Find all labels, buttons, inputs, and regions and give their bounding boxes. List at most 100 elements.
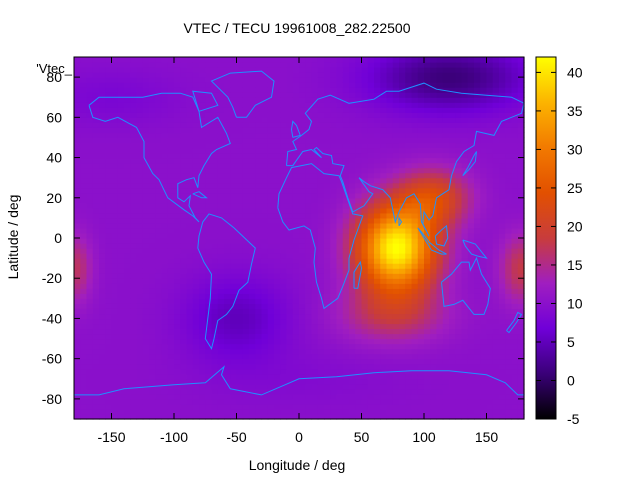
heatmap-cell	[92, 152, 100, 159]
heatmap-cell	[105, 333, 113, 340]
heatmap-cell	[374, 338, 381, 345]
heatmap-cell	[317, 222, 325, 229]
heatmap-cell	[349, 368, 356, 375]
heatmap-cell	[167, 238, 175, 244]
heatmap-cell	[417, 77, 425, 83]
heatmap-cell	[492, 338, 500, 345]
heatmap-cell	[99, 378, 106, 385]
heatmap-cell	[74, 207, 81, 214]
heatmap-cell	[449, 232, 456, 239]
heatmap-cell	[367, 283, 375, 289]
heatmap-cell	[486, 217, 494, 224]
heatmap-cell	[186, 408, 194, 415]
heatmap-cell	[286, 413, 294, 420]
heatmap-cell	[274, 92, 281, 98]
heatmap-cell	[180, 217, 188, 224]
heatmap-cell	[230, 278, 238, 284]
heatmap-cell	[205, 293, 213, 299]
heatmap-cell	[342, 313, 350, 320]
heatmap-cell	[149, 348, 156, 355]
heatmap-cell	[92, 207, 100, 214]
heatmap-cell	[280, 192, 288, 199]
heatmap-cell	[436, 358, 444, 365]
heatmap-cell	[136, 238, 144, 244]
heatmap-cell	[417, 192, 425, 199]
heatmap-cell	[267, 122, 275, 128]
heatmap-cell	[461, 112, 469, 118]
heatmap-cell	[280, 117, 288, 123]
heatmap-cell	[105, 122, 113, 128]
heatmap-cell	[267, 217, 275, 224]
heatmap-cell	[417, 57, 425, 63]
heatmap-cell	[492, 182, 500, 189]
heatmap-cell	[449, 358, 456, 365]
heatmap-cell	[199, 147, 206, 154]
heatmap-cell	[205, 353, 213, 360]
heatmap-cell	[430, 253, 438, 259]
heatmap-cell	[211, 182, 219, 189]
heatmap-cell	[461, 388, 469, 395]
heatmap-cell	[274, 202, 281, 209]
heatmap-cell	[311, 102, 319, 108]
heatmap-cell	[386, 373, 394, 380]
heatmap-cell	[430, 283, 438, 289]
heatmap-cell	[417, 243, 425, 249]
heatmap-cell	[267, 373, 275, 380]
heatmap-cell	[424, 313, 431, 320]
heatmap-cell	[324, 298, 331, 304]
heatmap-cell	[130, 243, 138, 249]
heatmap-cell	[111, 383, 119, 390]
heatmap-cell	[142, 107, 150, 113]
heatmap-cell	[105, 207, 113, 214]
heatmap-cell	[467, 268, 475, 274]
heatmap-cell	[142, 308, 150, 315]
heatmap-cell	[174, 408, 181, 415]
heatmap-cell	[74, 253, 81, 259]
heatmap-cell	[255, 413, 263, 420]
heatmap-cell	[374, 92, 381, 98]
heatmap-cell	[180, 147, 188, 154]
heatmap-cell	[249, 167, 256, 174]
heatmap-cell	[230, 373, 238, 380]
heatmap-cell	[361, 263, 369, 269]
heatmap-cell	[374, 172, 381, 179]
heatmap-cell	[236, 358, 244, 365]
heatmap-cell	[405, 202, 413, 209]
heatmap-cell	[74, 217, 81, 224]
heatmap-cell	[261, 147, 269, 154]
heatmap-cell	[105, 258, 113, 264]
heatmap-cell	[492, 388, 500, 395]
heatmap-cell	[149, 413, 156, 420]
heatmap-cell	[505, 358, 513, 365]
heatmap-cell	[499, 323, 506, 330]
heatmap-cell	[355, 62, 363, 68]
heatmap-cell	[274, 192, 281, 199]
heatmap-cell	[255, 293, 263, 299]
heatmap-cell	[130, 137, 138, 144]
heatmap-cell	[261, 253, 269, 259]
heatmap-cell	[149, 187, 156, 194]
heatmap-cell	[305, 398, 313, 405]
heatmap-cell	[92, 268, 100, 274]
heatmap-cell	[317, 258, 325, 264]
heatmap-cell	[430, 238, 438, 244]
heatmap-cell	[130, 77, 138, 83]
heatmap-cell	[161, 97, 169, 103]
heatmap-cell	[249, 212, 256, 219]
heatmap-cell	[399, 207, 406, 214]
heatmap-cell	[167, 248, 175, 254]
heatmap-cell	[92, 338, 100, 345]
heatmap-cell	[492, 323, 500, 330]
heatmap-cell	[142, 393, 150, 400]
heatmap-cell	[336, 117, 344, 123]
heatmap-cell	[230, 92, 238, 98]
heatmap-cell	[474, 107, 481, 113]
heatmap-cell	[467, 348, 475, 355]
heatmap-cell	[336, 127, 344, 134]
heatmap-cell	[267, 408, 275, 415]
heatmap-cell	[324, 363, 331, 370]
heatmap-cell	[192, 413, 200, 420]
heatmap-cell	[267, 102, 275, 108]
heatmap-cell	[99, 182, 106, 189]
heatmap-cell	[349, 278, 356, 284]
